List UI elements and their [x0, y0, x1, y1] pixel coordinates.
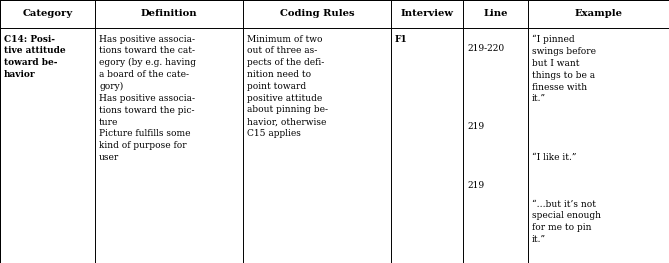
Text: Example: Example — [575, 9, 622, 18]
Text: “I pinned
swings before
but I want
things to be a
finesse with
it.”: “I pinned swings before but I want thing… — [532, 35, 596, 103]
Text: “…but it’s not
special enough
for me to pin
it.”: “…but it’s not special enough for me to … — [532, 200, 601, 244]
Text: Category: Category — [23, 9, 72, 18]
Text: 219: 219 — [467, 181, 484, 190]
Text: 219: 219 — [467, 122, 484, 131]
Text: Has positive associa-
tions toward the cat-
egory (by e.g. having
a board of the: Has positive associa- tions toward the c… — [99, 34, 196, 162]
Text: “I like it.”: “I like it.” — [532, 153, 577, 161]
Text: Definition: Definition — [140, 9, 197, 18]
Text: F1: F1 — [395, 34, 408, 44]
Text: Line: Line — [483, 9, 508, 18]
Text: 219-220: 219-220 — [467, 44, 504, 53]
Text: Coding Rules: Coding Rules — [280, 9, 355, 18]
Text: Interview: Interview — [401, 9, 454, 18]
Text: Minimum of two
out of three as-
pects of the defi-
nition need to
point toward
p: Minimum of two out of three as- pects of… — [247, 34, 328, 138]
Text: C14: Posi-
tive attitude
toward be-
havior: C14: Posi- tive attitude toward be- havi… — [4, 34, 66, 79]
